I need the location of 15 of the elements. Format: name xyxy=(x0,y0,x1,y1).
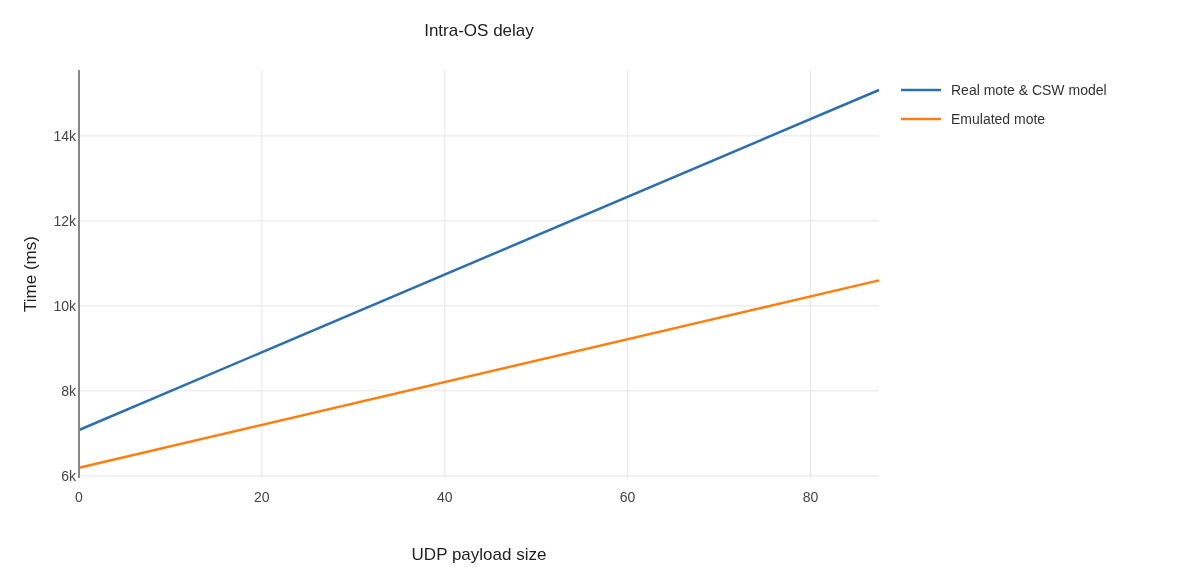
x-tick-label: 80 xyxy=(802,489,819,505)
legend-label: Real mote & CSW model xyxy=(951,82,1107,98)
x-tick-label: 60 xyxy=(619,489,636,505)
x-tick-label: 40 xyxy=(436,489,453,505)
x-tick-label: 20 xyxy=(254,489,270,505)
y-tick-label: 8k xyxy=(61,382,77,399)
y-axis-title: Time (ms) xyxy=(21,236,40,312)
chart-title: Intra-OS delay xyxy=(424,21,535,40)
x-tick-label: 0 xyxy=(75,489,84,505)
x-axis-title: UDP payload size xyxy=(411,545,547,564)
legend-label: Emulated mote xyxy=(951,111,1046,127)
y-tick-label: 12k xyxy=(53,212,77,229)
y-tick-label: 14k xyxy=(53,127,77,144)
y-tick-label: 6k xyxy=(61,467,77,484)
y-tick-label: 10k xyxy=(53,297,77,314)
